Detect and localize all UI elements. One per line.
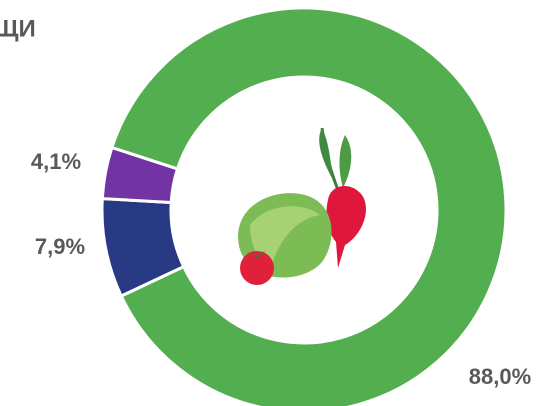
chart-title: ЩИ (0, 15, 36, 42)
vegetable-icon (238, 127, 366, 285)
slice (100, 145, 180, 205)
value-label: 7,9% (35, 234, 85, 259)
slice (109, 6, 508, 406)
value-label: 88,0% (469, 364, 531, 389)
value-label: 4,1% (31, 149, 81, 174)
donut (100, 6, 508, 406)
